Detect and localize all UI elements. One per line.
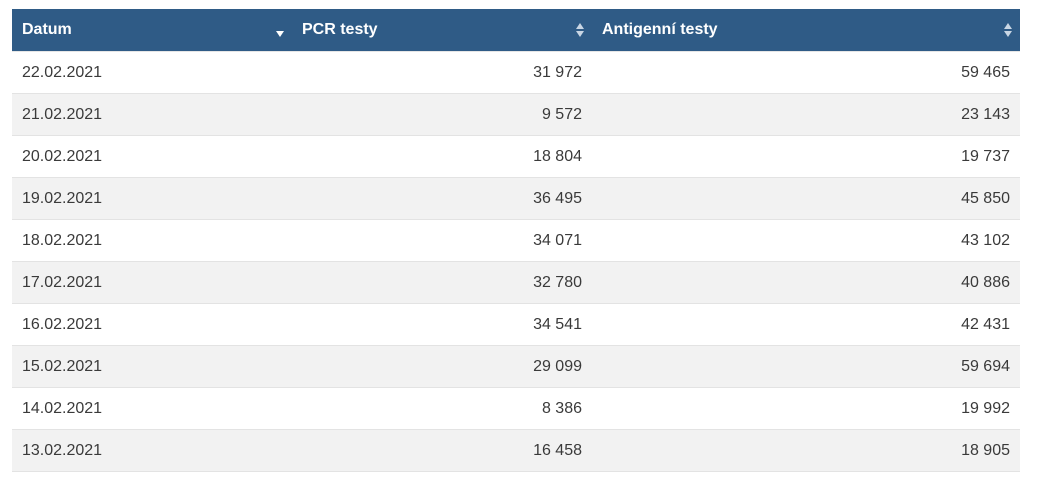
cell-pcr: 9 572: [292, 93, 592, 136]
sort-both-icon[interactable]: [1004, 23, 1012, 37]
table-row: 17.02.2021 32 780 40 886: [12, 261, 1020, 304]
cell-pcr: 34 071: [292, 219, 592, 262]
data-table-container: Datum PCR testy Antigenní testy: [12, 9, 1020, 472]
cell-pcr: 31 972: [292, 51, 592, 94]
tests-table: Datum PCR testy Antigenní testy: [12, 9, 1020, 472]
cell-antigen: 42 431: [592, 303, 1020, 346]
column-header-label: Datum: [22, 21, 72, 38]
column-header-antigen[interactable]: Antigenní testy: [592, 9, 1020, 52]
column-header-label: Antigenní testy: [602, 21, 718, 38]
column-header-datum[interactable]: Datum: [12, 9, 292, 52]
cell-antigen: 18 905: [592, 429, 1020, 472]
cell-pcr: 34 541: [292, 303, 592, 346]
column-header-pcr[interactable]: PCR testy: [292, 9, 592, 52]
cell-antigen: 59 694: [592, 345, 1020, 388]
table-row: 14.02.2021 8 386 19 992: [12, 387, 1020, 430]
cell-date: 22.02.2021: [12, 51, 292, 94]
cell-date: 20.02.2021: [12, 135, 292, 178]
cell-pcr: 36 495: [292, 177, 592, 220]
cell-antigen: 23 143: [592, 93, 1020, 136]
cell-antigen: 40 886: [592, 261, 1020, 304]
cell-pcr: 18 804: [292, 135, 592, 178]
table-row: 16.02.2021 34 541 42 431: [12, 303, 1020, 346]
table-header: Datum PCR testy Antigenní testy: [12, 9, 1020, 52]
table-row: 19.02.2021 36 495 45 850: [12, 177, 1020, 220]
cell-antigen: 19 737: [592, 135, 1020, 178]
table-row: 18.02.2021 34 071 43 102: [12, 219, 1020, 262]
table-row: 21.02.2021 9 572 23 143: [12, 93, 1020, 136]
cell-antigen: 59 465: [592, 51, 1020, 94]
sort-descending-icon[interactable]: [276, 31, 284, 37]
cell-date: 21.02.2021: [12, 93, 292, 136]
sort-both-icon[interactable]: [576, 23, 584, 37]
cell-date: 18.02.2021: [12, 219, 292, 262]
table-row: 13.02.2021 16 458 18 905: [12, 429, 1020, 472]
cell-antigen: 43 102: [592, 219, 1020, 262]
cell-date: 17.02.2021: [12, 261, 292, 304]
table-body: 22.02.2021 31 972 59 465 21.02.2021 9 57…: [12, 51, 1020, 472]
header-row: Datum PCR testy Antigenní testy: [12, 9, 1020, 52]
cell-antigen: 19 992: [592, 387, 1020, 430]
cell-pcr: 32 780: [292, 261, 592, 304]
column-header-label: PCR testy: [302, 21, 378, 38]
cell-antigen: 45 850: [592, 177, 1020, 220]
cell-date: 14.02.2021: [12, 387, 292, 430]
cell-date: 16.02.2021: [12, 303, 292, 346]
cell-date: 19.02.2021: [12, 177, 292, 220]
cell-date: 13.02.2021: [12, 429, 292, 472]
cell-pcr: 16 458: [292, 429, 592, 472]
table-row: 22.02.2021 31 972 59 465: [12, 51, 1020, 94]
cell-date: 15.02.2021: [12, 345, 292, 388]
table-row: 15.02.2021 29 099 59 694: [12, 345, 1020, 388]
table-row: 20.02.2021 18 804 19 737: [12, 135, 1020, 178]
cell-pcr: 29 099: [292, 345, 592, 388]
cell-pcr: 8 386: [292, 387, 592, 430]
